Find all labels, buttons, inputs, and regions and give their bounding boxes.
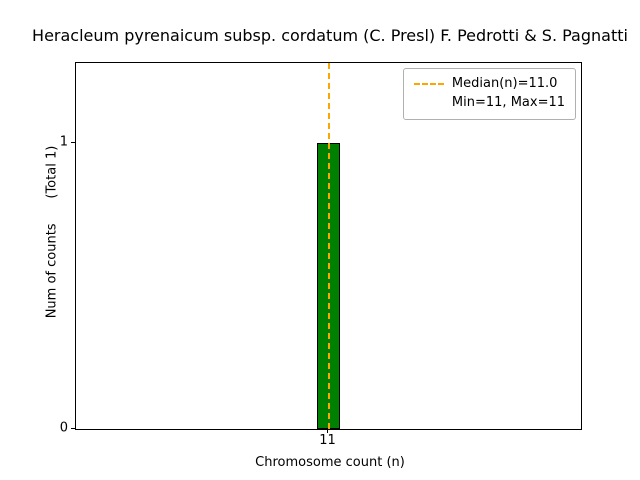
y-tick-label-0: 0: [59, 420, 68, 436]
y-tick-mark: [71, 141, 75, 143]
legend: Median(n)=11.0 Min=11, Max=11: [402, 68, 576, 120]
legend-row-median: Median(n)=11.0: [413, 75, 565, 94]
median-line: [327, 63, 330, 429]
y-axis-label: Num of counts (Total 1): [44, 145, 60, 319]
x-tick-label-11: 11: [319, 433, 336, 448]
plot-area: Median(n)=11.0 Min=11, Max=11: [75, 62, 582, 430]
y-tick-mark: [71, 427, 75, 429]
x-tick-mark: [327, 429, 328, 433]
x-axis-label: Chromosome count (n): [255, 455, 405, 470]
legend-row-minmax: Min=11, Max=11: [414, 94, 565, 113]
legend-spacer: [414, 102, 444, 104]
median-line-legend-swatch: [413, 83, 444, 86]
legend-label-median: Median(n)=11.0: [451, 76, 558, 91]
y-tick-label-1: 1: [59, 134, 68, 150]
chart-title: Heracleum pyrenaicum subsp. cordatum (C.…: [32, 26, 628, 45]
legend-label-minmax: Min=11, Max=11: [451, 94, 565, 110]
